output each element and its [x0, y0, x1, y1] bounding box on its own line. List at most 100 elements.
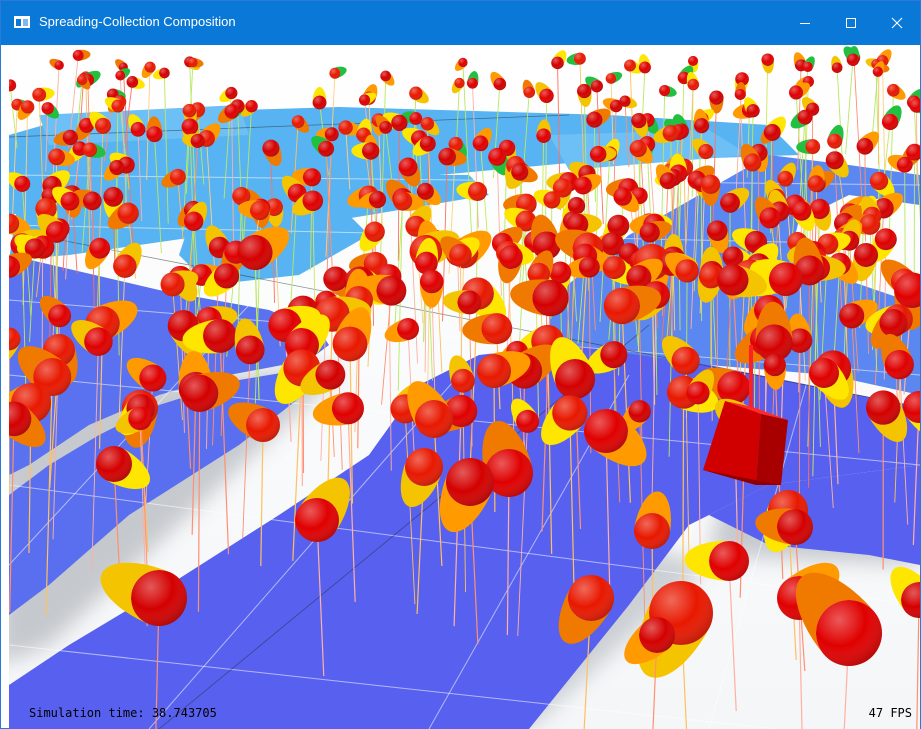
particle-stem: [242, 106, 253, 246]
particle-sphere: [237, 226, 290, 271]
particle-sphere: [839, 299, 878, 329]
particle-sphere: [510, 279, 569, 317]
particle-sphere: [577, 83, 592, 107]
particle-sphere: [605, 71, 623, 84]
particle-sphere: [96, 446, 151, 490]
particle-sphere: [887, 83, 906, 100]
particle-sphere: [449, 355, 475, 393]
simulation-time-readout: Simulation time: 38.743705: [29, 706, 217, 720]
particle-sphere: [827, 124, 844, 149]
particle-sphere: [419, 269, 444, 308]
particle-sphere: [32, 87, 55, 102]
particle-sphere: [351, 142, 380, 160]
particle-sphere: [52, 186, 80, 211]
particle-stem: [119, 101, 130, 190]
particle-sphere: [700, 174, 721, 206]
app-icon: [14, 16, 30, 28]
particle-sphere: [82, 142, 106, 158]
particle-stem: [728, 560, 737, 712]
particle-stem: [621, 305, 631, 503]
particle-stem: [670, 263, 674, 351]
particle-sphere: [585, 76, 603, 93]
particle-sphere: [720, 187, 750, 213]
particle-sphere: [809, 358, 849, 400]
particle-sphere: [584, 409, 647, 467]
minimize-button[interactable]: [782, 1, 828, 45]
particle-stem: [9, 418, 15, 613]
particle-sphere: [462, 313, 513, 345]
particle-sphere: [887, 154, 913, 173]
particle-sphere: [456, 181, 488, 202]
particle-stem: [433, 418, 443, 567]
particle-sphere: [412, 135, 436, 156]
particle-stem: [29, 248, 36, 342]
particle-stem: [898, 364, 909, 525]
particle-sphere: [107, 202, 139, 230]
particle-sphere: [182, 319, 237, 354]
particle-sphere: [295, 477, 350, 542]
particle-sphere: [234, 318, 265, 365]
particle-sphere: [536, 119, 551, 143]
particle-sphere: [533, 189, 561, 209]
particle-sphere: [846, 45, 860, 66]
maximize-button[interactable]: [828, 1, 874, 45]
particle-sphere: [384, 318, 419, 343]
particle-sphere: [9, 79, 17, 93]
particle-stem: [624, 101, 630, 168]
particle-sphere: [380, 70, 395, 86]
particle-sphere: [53, 129, 78, 146]
particle-sphere: [451, 77, 465, 94]
particle-sphere: [115, 406, 152, 434]
particle-sphere: [629, 139, 653, 164]
particle-sphere: [631, 113, 648, 137]
particle-sphere: [802, 56, 815, 72]
particle-sphere: [9, 213, 31, 236]
particle-stem: [871, 71, 879, 138]
particle-sphere: [706, 220, 729, 254]
particle-layer: [9, 45, 920, 729]
particle-stem: [123, 81, 133, 149]
particle-sphere: [292, 190, 324, 216]
particle-sphere: [589, 145, 617, 163]
particle-sphere: [659, 84, 677, 97]
particle-stem: [270, 148, 275, 303]
particle-sphere: [420, 116, 440, 136]
particle-sphere: [358, 190, 387, 209]
particle-sphere: [665, 252, 699, 283]
particle-sphere: [358, 274, 407, 306]
particle-stem: [690, 179, 698, 329]
particle-sphere: [104, 97, 125, 113]
particle-sphere: [639, 220, 672, 243]
particle-sphere: [181, 371, 240, 412]
particle-sphere: [300, 359, 346, 396]
particle-sphere: [161, 168, 186, 188]
particle-sphere: [17, 346, 72, 397]
particle-stem: [118, 266, 126, 428]
particle-sphere: [624, 59, 643, 74]
close-button[interactable]: [874, 1, 920, 45]
particle-sphere: [48, 148, 75, 167]
particle-sphere: [613, 187, 640, 213]
particle-sphere: [89, 111, 112, 134]
particle-stem: [140, 408, 149, 584]
particle-sphere: [825, 151, 849, 178]
particle-sphere: [9, 172, 31, 192]
particle-sphere: [602, 214, 630, 248]
particle-sphere: [787, 313, 813, 353]
particle-sphere: [113, 242, 142, 278]
particle-stem: [220, 275, 227, 436]
particle-stem: [172, 284, 183, 421]
particle-sphere: [400, 448, 443, 508]
particle-sphere: [755, 508, 813, 545]
particle-sphere: [655, 164, 677, 190]
particle-stem: [853, 57, 863, 212]
particle-sphere: [128, 114, 146, 137]
title-bar[interactable]: Spreading-Collection Composition: [1, 1, 920, 45]
particle-sphere: [488, 147, 510, 176]
particle-sphere: [761, 53, 775, 74]
particle-sphere: [809, 198, 832, 231]
particle-sphere: [9, 327, 21, 360]
particle-sphere: [558, 575, 614, 644]
3d-viewport[interactable]: Simulation time: 38.743705 47 FPS: [9, 45, 920, 729]
particle-sphere: [49, 58, 64, 70]
